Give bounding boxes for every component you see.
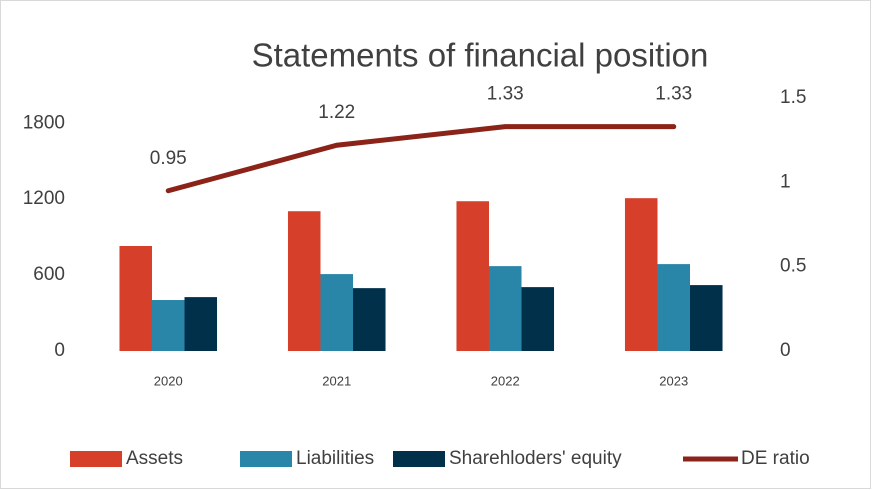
legend-swatch (240, 451, 292, 467)
y-tick-label: 0 (54, 340, 65, 361)
bar (521, 287, 555, 351)
legend-swatch (393, 451, 445, 467)
y-tick-label: 1800 (23, 112, 65, 133)
bar (151, 300, 185, 351)
y-tick-label: 1200 (23, 188, 65, 209)
data-label: 0.95 (150, 148, 187, 169)
x-tick-label: 2022 (491, 373, 520, 388)
bar (624, 198, 658, 351)
bar (287, 211, 321, 351)
x-tick-label: 2020 (154, 373, 183, 388)
x-tick-label: 2023 (659, 373, 688, 388)
data-label: 1.33 (655, 84, 692, 105)
bar (353, 288, 386, 351)
bar (320, 274, 354, 351)
y2-tick-label: 0 (780, 340, 791, 361)
data-label: 1.33 (487, 84, 524, 105)
bar (690, 285, 723, 351)
y-tick-label: 600 (33, 264, 65, 285)
y2-tick-label: 1.5 (780, 87, 806, 108)
data-label: 1.22 (318, 102, 355, 123)
legend-label: Assets (126, 448, 183, 469)
bar (488, 266, 522, 351)
bar (657, 264, 691, 351)
legend-label: DE ratio (741, 448, 810, 469)
x-tick-label: 2021 (322, 373, 351, 388)
bar (456, 201, 489, 351)
legend-label: Sharehloders' equity (449, 448, 622, 469)
bar (184, 297, 218, 351)
legend-label: Liabilities (296, 448, 374, 469)
bar (119, 246, 152, 351)
chart-title: Statements of financial position (252, 37, 709, 74)
line (165, 124, 677, 194)
legend-swatch (70, 451, 122, 467)
y2-tick-label: 1 (780, 171, 791, 192)
y2-tick-label: 0.5 (780, 256, 806, 277)
